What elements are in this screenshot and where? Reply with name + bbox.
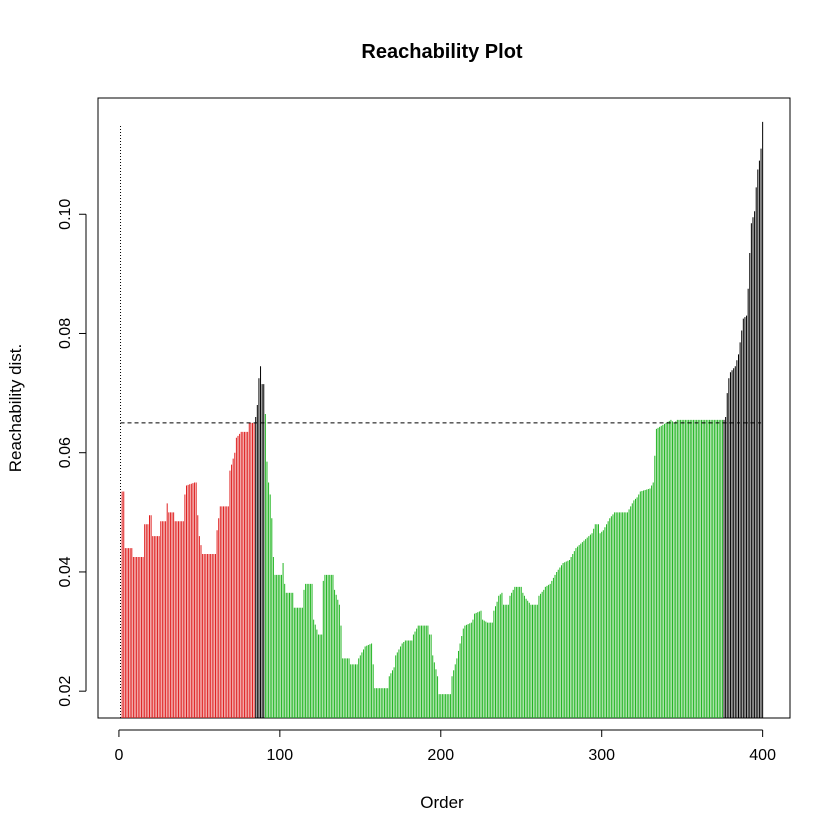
bars-group [121, 121, 764, 718]
chart-title: Reachability Plot [361, 41, 522, 63]
y-tick-label: 0.08 [57, 318, 74, 349]
y-tick-label: 0.10 [57, 199, 74, 230]
x-tick-label: 200 [427, 747, 454, 764]
y-tick-label: 0.04 [57, 556, 74, 587]
y-axis: 0.02 0.04 0.06 0.08 0.10 [57, 199, 87, 707]
x-tick-label: 0 [114, 747, 123, 764]
x-axis-label: Order [420, 793, 464, 812]
x-tick-label: 300 [588, 747, 615, 764]
x-tick-label: 100 [266, 747, 293, 764]
y-tick-label: 0.02 [57, 676, 74, 707]
plot-area [97, 97, 791, 719]
y-axis-label: Reachability dist. [6, 344, 25, 473]
x-tick-label: 400 [749, 747, 776, 764]
x-axis: 0 100 200 300 400 [114, 729, 776, 764]
y-tick-label: 0.06 [57, 437, 74, 468]
